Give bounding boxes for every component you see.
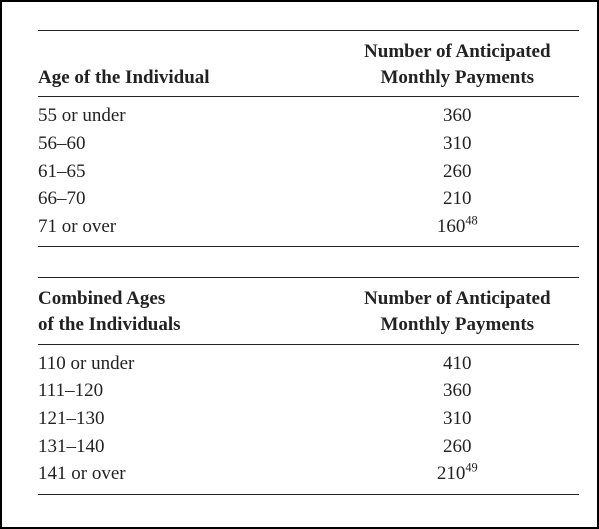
cell-value: 16048 — [336, 213, 579, 247]
header-age-text: Age of the Individual — [38, 67, 210, 88]
table-header-row: Combined Ages of the Individuals Number … — [38, 278, 579, 344]
table-body: 110 or under410111–120360121–130310131–1… — [38, 344, 579, 494]
table-row: 110 or under410 — [38, 344, 579, 377]
cell-label: 55 or under — [38, 97, 336, 130]
table-individual-age: Age of the Individual Number of Anticipa… — [38, 30, 579, 247]
footnote-ref: 49 — [465, 461, 477, 475]
cell-label: 61–65 — [38, 158, 336, 186]
table-row: 141 or over21049 — [38, 460, 579, 494]
cell-label: 111–120 — [38, 377, 336, 405]
cell-value: 210 — [336, 185, 579, 213]
table-row: 56–60310 — [38, 130, 579, 158]
table-body: 55 or under36056–6031061–6526066–7021071… — [38, 97, 579, 247]
cell-value: 260 — [336, 158, 579, 186]
header-payments-line2: Monthly Payments — [380, 67, 534, 88]
cell-value: 260 — [336, 433, 579, 461]
table-row: 71 or over16048 — [38, 213, 579, 247]
table-row: 111–120360 — [38, 377, 579, 405]
table-header-row: Age of the Individual Number of Anticipa… — [38, 31, 579, 97]
cell-value: 310 — [336, 405, 579, 433]
cell-value: 360 — [336, 97, 579, 130]
header-combined-line1: Combined Ages — [38, 288, 165, 309]
table-row: 61–65260 — [38, 158, 579, 186]
header-age: Age of the Individual — [38, 31, 336, 97]
header-combined-line2: of the Individuals — [38, 314, 181, 335]
table-row: 121–130310 — [38, 405, 579, 433]
table-row: 131–140260 — [38, 433, 579, 461]
header-payments-line2: Monthly Payments — [380, 314, 534, 335]
table-row: 55 or under360 — [38, 97, 579, 130]
header-payments: Number of Anticipated Monthly Payments — [336, 31, 579, 97]
cell-value: 310 — [336, 130, 579, 158]
table-combined-ages: Combined Ages of the Individuals Number … — [38, 277, 579, 494]
header-combined-ages: Combined Ages of the Individuals — [38, 278, 336, 344]
cell-label: 71 or over — [38, 213, 336, 247]
cell-value: 21049 — [336, 460, 579, 494]
cell-label: 141 or over — [38, 460, 336, 494]
footnote-ref: 48 — [465, 214, 477, 228]
header-payments: Number of Anticipated Monthly Payments — [336, 278, 579, 344]
cell-label: 110 or under — [38, 344, 336, 377]
cell-value: 410 — [336, 344, 579, 377]
table-row: 66–70210 — [38, 185, 579, 213]
cell-label: 56–60 — [38, 130, 336, 158]
header-payments-line1: Number of Anticipated — [364, 41, 550, 62]
cell-label: 131–140 — [38, 433, 336, 461]
header-payments-line1: Number of Anticipated — [364, 288, 550, 309]
page: Age of the Individual Number of Anticipa… — [2, 2, 597, 527]
cell-label: 121–130 — [38, 405, 336, 433]
cell-label: 66–70 — [38, 185, 336, 213]
cell-value: 360 — [336, 377, 579, 405]
